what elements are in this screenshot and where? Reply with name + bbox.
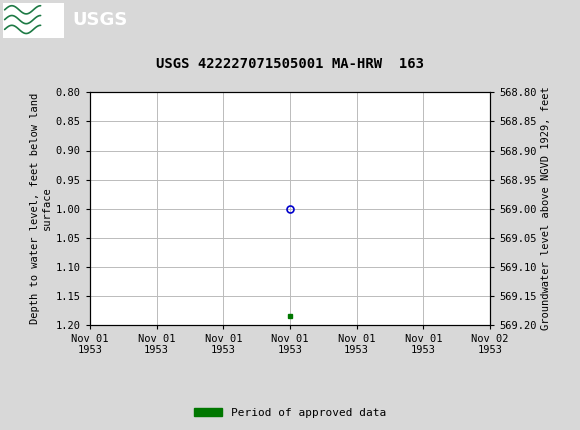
Y-axis label: Groundwater level above NGVD 1929, feet: Groundwater level above NGVD 1929, feet [541, 87, 551, 330]
Text: USGS: USGS [72, 12, 128, 29]
Bar [3, 3, 64, 38]
Y-axis label: Depth to water level, feet below land
surface: Depth to water level, feet below land su… [30, 93, 52, 324]
Text: USGS 422227071505001 MA-HRW  163: USGS 422227071505001 MA-HRW 163 [156, 58, 424, 71]
Legend: Period of approved data: Period of approved data [190, 403, 390, 422]
